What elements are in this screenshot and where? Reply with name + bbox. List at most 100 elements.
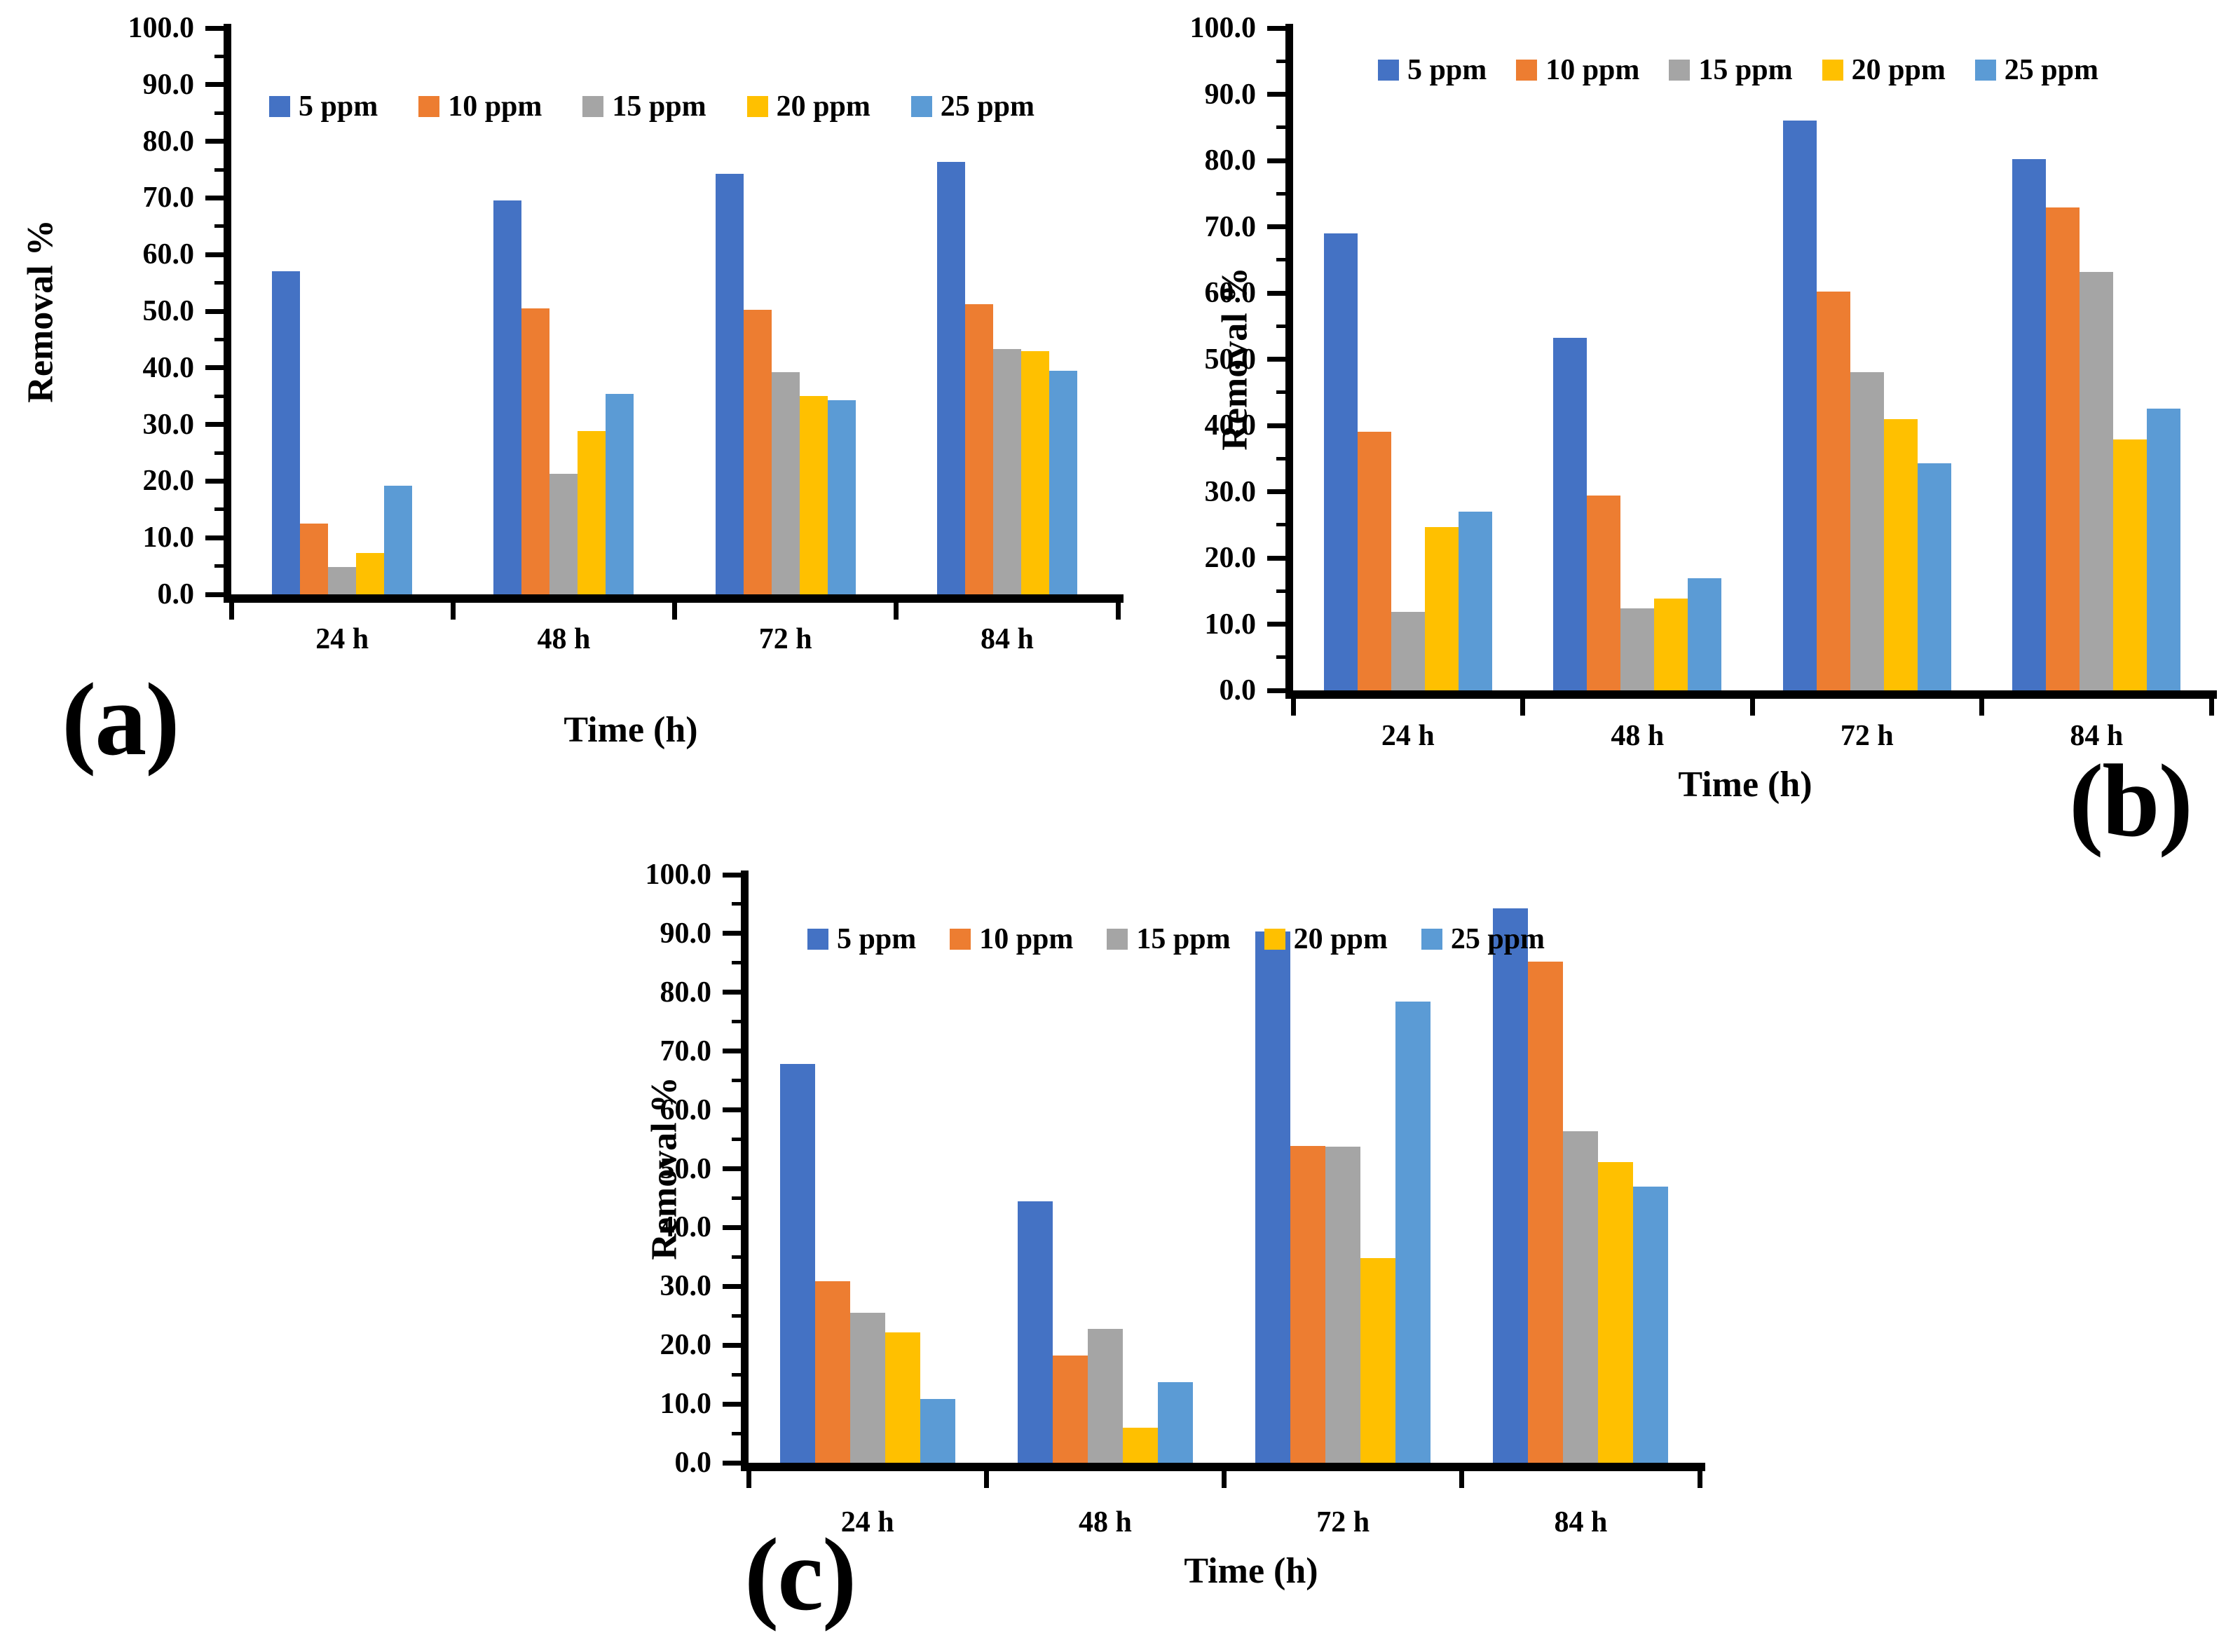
legend-item: 10 ppm: [418, 90, 542, 123]
y-axis-title-a: Removal %: [20, 219, 61, 403]
bar-10ppm-24h: [300, 524, 329, 594]
x-axis-title-a: Time (h): [564, 710, 698, 750]
y-minor-tick: [732, 1313, 741, 1318]
y-tick: [1267, 489, 1285, 494]
category-label: 84 h: [1554, 1506, 1608, 1538]
y-tick: [1267, 25, 1285, 31]
bar-5ppm-84h: [936, 161, 965, 594]
bar-25ppm-24h: [1458, 511, 1492, 690]
x-tick: [983, 1471, 989, 1488]
x-tick: [1749, 699, 1755, 716]
y-tick: [723, 1166, 741, 1171]
bar-25ppm-72h: [1917, 463, 1951, 690]
y-tick: [723, 1401, 741, 1407]
bar-10ppm-72h: [1290, 1145, 1326, 1463]
x-tick: [1115, 603, 1121, 620]
legend-item: 25 ppm: [1974, 53, 2098, 87]
bar-20ppm-48h: [578, 431, 606, 594]
bar-25ppm-24h: [920, 1398, 955, 1463]
bar-15ppm-48h: [1087, 1328, 1123, 1463]
y-tick-label: 10.0: [660, 1388, 712, 1421]
y-tick: [205, 195, 224, 200]
bar-15ppm-84h: [992, 349, 1021, 594]
y-tick-label: 0.0: [1219, 674, 1257, 706]
x-tick: [1459, 1471, 1465, 1488]
bar-20ppm-72h: [1360, 1258, 1396, 1463]
y-tick: [1267, 224, 1285, 229]
y-tick-label: 70.0: [660, 1035, 712, 1067]
bar-15ppm-48h: [1620, 608, 1655, 690]
y-tick: [205, 82, 224, 88]
x-tick: [2208, 699, 2214, 716]
category-label: 48 h: [1078, 1506, 1132, 1538]
legend-swatch-icon: [1107, 929, 1128, 950]
y-tick-label: 20.0: [142, 465, 195, 498]
bar-25ppm-84h: [1049, 370, 1077, 594]
bar-15ppm-24h: [1391, 612, 1425, 690]
legend-label: 10 ppm: [979, 923, 1074, 955]
bar-10ppm-48h: [521, 308, 550, 594]
y-tick: [1267, 158, 1285, 163]
legend-item: 5 ppm: [807, 922, 916, 956]
y-tick: [1267, 555, 1285, 561]
y-minor-tick: [732, 1079, 741, 1083]
y-minor-tick: [732, 1431, 741, 1435]
legend-swatch-icon: [1377, 60, 1399, 81]
legend-label: 5 ppm: [837, 923, 917, 955]
y-tick-label: 90.0: [1204, 78, 1257, 111]
legend-label: 15 ppm: [1136, 923, 1231, 955]
y-tick: [205, 535, 224, 540]
y-minor-tick: [732, 961, 741, 965]
bar-15ppm-72h: [771, 372, 800, 594]
y-minor-tick: [1276, 324, 1285, 328]
y-minor-tick: [732, 1020, 741, 1024]
category-label: 48 h: [537, 623, 591, 655]
x-tick: [1520, 699, 1525, 716]
y-axis: [224, 24, 231, 603]
y-tick-label: 80.0: [1204, 144, 1257, 177]
y-minor-tick: [1276, 456, 1285, 460]
y-minor-tick: [214, 281, 224, 285]
bar-10ppm-48h: [1587, 496, 1621, 690]
bar-5ppm-72h: [1255, 931, 1291, 1463]
legend-label: 25 ppm: [940, 90, 1035, 123]
bar-15ppm-48h: [549, 473, 578, 594]
bar-25ppm-84h: [1633, 1186, 1669, 1463]
legend-swatch-icon: [268, 96, 290, 117]
legend: 5 ppm 10 ppm 15 ppm 20 ppm 25 ppm: [1377, 53, 2098, 87]
y-tick-label: 90.0: [142, 68, 195, 101]
bar-25ppm-48h: [606, 393, 634, 594]
bar-20ppm-84h: [2113, 439, 2148, 690]
bar-20ppm-84h: [1020, 351, 1049, 594]
x-axis: [224, 594, 1124, 603]
y-tick: [1267, 622, 1285, 627]
legend: 5 ppm 10 ppm 15 ppm 20 ppm 25 ppm: [807, 922, 1545, 956]
bar-10ppm-84h: [964, 304, 993, 594]
x-tick: [894, 603, 899, 620]
y-tick: [1267, 290, 1285, 296]
legend-item: 10 ppm: [1516, 53, 1639, 87]
bar-15ppm-84h: [2080, 271, 2114, 690]
y-minor-tick: [732, 1196, 741, 1200]
legend-swatch-icon: [1516, 60, 1538, 81]
y-minor-tick: [214, 224, 224, 228]
y-tick: [723, 1283, 741, 1289]
y-tick: [205, 365, 224, 371]
y-minor-tick: [732, 1372, 741, 1377]
y-tick-label: 60.0: [1204, 277, 1257, 309]
panel-label-b: (b): [2069, 744, 2193, 859]
y-tick: [723, 931, 741, 936]
legend-item: 10 ppm: [950, 922, 1073, 956]
category-label: 72 h: [758, 623, 812, 655]
legend-item: 20 ppm: [1264, 922, 1388, 956]
y-tick: [205, 592, 224, 597]
bar-25ppm-24h: [384, 485, 413, 594]
category-label: 72 h: [1316, 1506, 1370, 1538]
x-tick: [228, 603, 234, 620]
category-label: 84 h: [980, 623, 1034, 655]
panel-label-a: (a): [62, 662, 180, 777]
y-tick: [205, 252, 224, 257]
y-minor-tick: [214, 168, 224, 172]
bar-10ppm-72h: [1816, 292, 1850, 690]
legend-swatch-icon: [746, 96, 768, 117]
